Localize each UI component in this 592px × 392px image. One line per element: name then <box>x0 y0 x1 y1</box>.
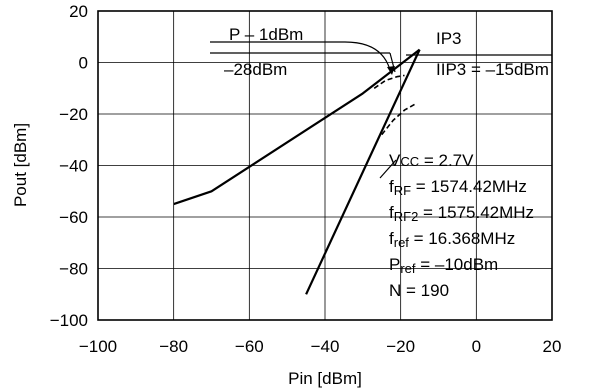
x-tick-label: −40 <box>311 337 340 356</box>
plot-frame <box>97 10 553 321</box>
iip3-value: IIP3 = –15dBm <box>436 60 549 79</box>
x-tick-label: −80 <box>159 337 188 356</box>
y-tick-label: 0 <box>79 54 88 73</box>
x-tick-label: 0 <box>472 337 481 356</box>
p1db-label: P – 1dBm <box>229 25 303 44</box>
x-tick-label: −100 <box>79 337 117 356</box>
y-tick-label: −100 <box>50 311 88 330</box>
condition-line: VCC = 2.7V <box>389 151 474 170</box>
x-tick-label: −20 <box>386 337 415 356</box>
condition-line: fRF2 = 1575.42MHz <box>389 203 534 224</box>
series-line-dashed <box>381 103 417 136</box>
p1db-bracket-right <box>389 52 396 73</box>
tick-labels: −100 −80 −60 −40 −20 0 20 −100 −80 −60 −40 −20 0 20 <box>50 2 562 356</box>
x-axis-label: Pin [dBm] <box>288 369 362 388</box>
p1db-arrow-curve <box>344 41 391 71</box>
y-tick-label: −80 <box>59 260 88 279</box>
conditions-leader <box>379 159 397 179</box>
y-axis-label: Pout [dBm] <box>11 123 30 207</box>
p1db-value: –28dBm <box>224 60 287 79</box>
series-group <box>173 48 421 295</box>
y-tick-label: −60 <box>59 208 88 227</box>
x-tick-label: −60 <box>235 337 264 356</box>
series-line <box>305 49 421 295</box>
condition-line: fRF = 1574.42MHz <box>389 177 527 198</box>
series-line-dashed <box>373 74 405 89</box>
conditions-list: VCC = 2.7V fRF = 1574.42MHz fRF2 = 1575.42… <box>389 151 534 300</box>
condition-line: Pref = –10dBm <box>389 255 498 276</box>
x-tick-label: 20 <box>543 337 562 356</box>
y-tick-label: −20 <box>59 105 88 124</box>
condition-line: N = 190 <box>389 281 449 300</box>
condition-line: fref = 16.368MHz <box>389 229 515 250</box>
y-tick-label: −40 <box>59 157 88 176</box>
y-tick-label: 20 <box>69 2 88 21</box>
ip3-label: IP3 <box>436 29 462 48</box>
grid <box>98 11 552 320</box>
p1db-arrow-head <box>387 66 395 75</box>
